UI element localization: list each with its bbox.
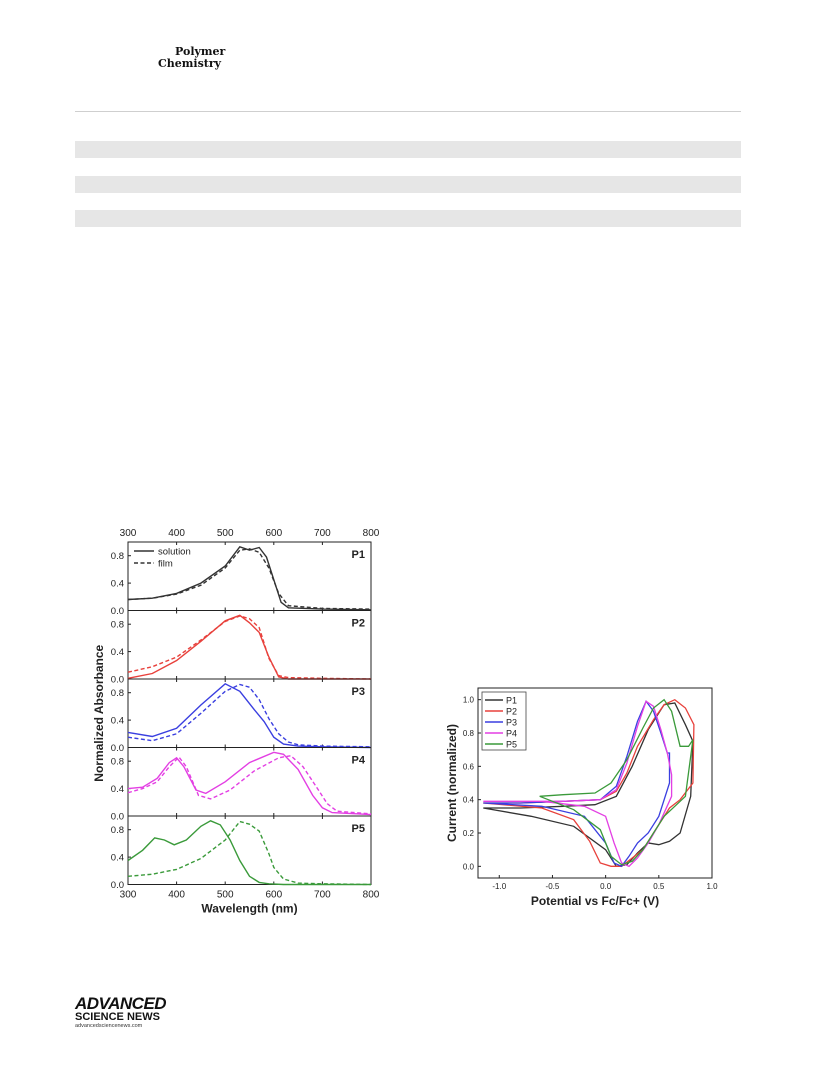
x-tick-label: 400	[168, 890, 185, 901]
legend-label-P5: P5	[506, 740, 517, 750]
x-tick-label: 700	[314, 890, 331, 901]
spectrum-line-P1-solution	[127, 545, 372, 611]
legend-label-P1: P1	[506, 696, 517, 706]
cv-curve-P2	[483, 698, 695, 867]
journal-logo: Polymer Chemistry	[158, 46, 225, 70]
spectrum-line-P2-film	[127, 615, 372, 680]
spectrum-line-P3-solution	[127, 682, 372, 749]
legend-label-P4: P4	[506, 729, 517, 739]
y-tick-label: 0.8	[463, 729, 475, 738]
panel-label: P4	[352, 755, 366, 767]
header-divider	[75, 111, 741, 112]
y-tick-label: 0.0	[111, 812, 124, 823]
legend-label-P3: P3	[506, 718, 517, 728]
y-tick-label: 0.4	[463, 796, 475, 805]
y-tick-label: 0.8	[111, 825, 124, 836]
spectrum-line-P2-solution	[127, 614, 371, 680]
y-tick-label: 1.0	[463, 696, 475, 705]
top-x-tick-label: 600	[265, 528, 282, 539]
spectrum-line-P1-film	[127, 548, 372, 610]
publisher-url: advancedsciencenews.com	[75, 1023, 143, 1029]
spectrum-line-P5-solution	[127, 820, 371, 886]
y-tick-label: 0.0	[111, 675, 124, 686]
y-tick-label: 0.6	[463, 762, 475, 771]
legend-solution-label: solution	[158, 547, 191, 558]
top-x-tick-label: 800	[363, 528, 380, 539]
spectrum-line-P4-film	[127, 754, 372, 815]
journal-name-line1: Polymer	[175, 45, 226, 58]
publisher-logo: ADVANCED SCIENCE NEWS advancedsciencenew…	[75, 994, 167, 1030]
legend-film-label: film	[158, 559, 173, 570]
x-tick-label: 500	[217, 890, 234, 901]
x-tick-label: 600	[265, 890, 282, 901]
y-tick-label: 0.8	[111, 757, 124, 768]
publisher-line2: SCIENCE NEWS	[75, 1011, 160, 1023]
panel-label: P5	[352, 823, 365, 835]
x-tick-label: -1.0	[492, 882, 506, 891]
gray-band-1	[75, 141, 741, 158]
y-tick-label: 0.4	[111, 784, 124, 795]
x-tick-label: 0.0	[600, 882, 612, 891]
top-x-tick-label: 700	[314, 528, 331, 539]
cv-curve-P5	[539, 698, 694, 866]
x-axis-label: Wavelength (nm)	[201, 902, 297, 916]
publisher-line1: ADVANCED	[75, 994, 167, 1013]
y-tick-label: 0.8	[111, 620, 124, 631]
x-tick-label: 0.5	[653, 882, 665, 891]
y-tick-label: 0.8	[111, 551, 124, 562]
x-tick-label: 300	[120, 890, 137, 901]
top-x-tick-label: 400	[168, 528, 185, 539]
panel-frame	[127, 678, 372, 748]
panel-label: P1	[352, 549, 365, 561]
y-axis-label: Current (normalized)	[445, 724, 459, 842]
panel-frame	[127, 815, 372, 885]
plot-frame	[477, 687, 713, 879]
x-tick-label: 1.0	[706, 882, 718, 891]
y-tick-label: 0.4	[111, 647, 124, 658]
y-tick-label: 0.4	[111, 716, 124, 727]
journal-name-line2: Chemistry	[158, 57, 222, 70]
y-axis-label: Normalized Absorbance	[92, 644, 106, 781]
y-tick-label: 0.4	[111, 579, 124, 590]
y-tick-label: 0.0	[111, 880, 124, 891]
spectrum-line-P5-film	[127, 820, 372, 886]
top-x-tick-label: 300	[120, 528, 137, 539]
gray-band-3	[75, 210, 741, 227]
y-tick-label: 0.2	[463, 829, 475, 838]
top-x-tick-label: 500	[217, 528, 234, 539]
panel-label: P2	[352, 618, 365, 630]
y-tick-label: 0.4	[111, 853, 124, 864]
legend-box	[481, 691, 527, 751]
x-axis-label: Potential vs Fc/Fc+ (V)	[531, 894, 659, 908]
panel-frame	[127, 747, 372, 817]
panel-frame	[127, 610, 372, 680]
spectrum-line-P3-film	[127, 683, 372, 748]
y-tick-label: 0.8	[111, 688, 124, 699]
x-tick-label: -0.5	[546, 882, 560, 891]
spectrum-line-P4-solution	[127, 751, 372, 816]
gray-band-2	[75, 176, 741, 193]
y-tick-label: 0.0	[111, 743, 124, 754]
y-tick-label: 0.0	[111, 606, 124, 617]
absorbance-spectra-chart: 300 400 500 600 700 800 0.0 0.4 0.8 P1 0.0 0.4 0.8 P2…	[92, 528, 380, 916]
legend-label-P2: P2	[506, 707, 517, 717]
cv-curve-P4	[483, 700, 673, 868]
cyclic-voltammetry-chart: -1.0 -0.5 0.0 0.5 1.00.00.20.40.60.81.0 P1P2P…	[445, 687, 718, 908]
x-tick-label: 800	[363, 890, 380, 901]
y-tick-label: 0.0	[463, 862, 475, 871]
panel-label: P3	[352, 686, 365, 698]
